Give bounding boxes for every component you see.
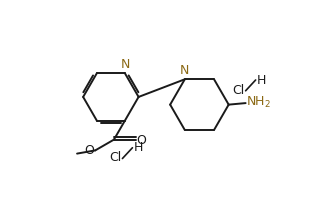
Text: H: H <box>134 141 143 154</box>
Text: NH$_2$: NH$_2$ <box>246 95 271 110</box>
Text: Cl: Cl <box>232 84 245 96</box>
Text: N: N <box>179 64 189 77</box>
Text: H: H <box>257 74 267 87</box>
Text: Cl: Cl <box>110 151 122 164</box>
Text: O: O <box>85 144 95 157</box>
Text: O: O <box>136 134 146 147</box>
Text: N: N <box>121 58 130 71</box>
